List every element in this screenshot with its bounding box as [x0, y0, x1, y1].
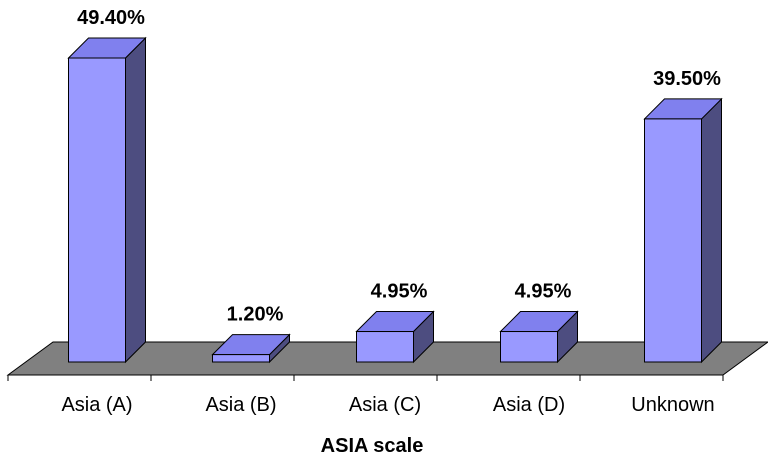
bar-side-face — [701, 97, 722, 364]
bar-5 — [643, 97, 723, 364]
data-labels: 49.40% 1.20% 4.95% 4.95% 39.50% — [77, 7, 721, 326]
bar-4 — [499, 310, 579, 364]
bar-2 — [211, 333, 291, 364]
bar-front-face — [500, 331, 558, 363]
x-tick-label: Asia (A) — [61, 394, 132, 416]
x-axis-title: ASIA scale — [321, 435, 424, 457]
data-label: 4.95% — [371, 281, 428, 303]
chart-bars — [67, 36, 723, 364]
x-tick-label: Asia (B) — [205, 394, 276, 416]
bar-front-face — [68, 57, 126, 363]
bar-3 — [355, 310, 435, 364]
bar-front-face — [644, 118, 702, 363]
x-axis-tick-labels: Asia (A) Asia (B) Asia (C) Asia (D) Unknown — [61, 394, 714, 416]
data-label: 4.95% — [515, 281, 572, 303]
data-label: 1.20% — [227, 304, 284, 326]
data-label: 39.50% — [653, 68, 721, 90]
x-tick-label: Asia (D) — [493, 394, 565, 416]
x-tick-label: Asia (C) — [349, 394, 421, 416]
x-tick-label: Unknown — [631, 394, 714, 416]
bar-side-face — [125, 36, 146, 364]
bar-front-face — [212, 354, 270, 363]
bar-1 — [67, 36, 147, 364]
bar-front-face — [356, 331, 414, 363]
data-label: 49.40% — [77, 7, 145, 29]
x-axis-ticks — [7, 375, 724, 381]
